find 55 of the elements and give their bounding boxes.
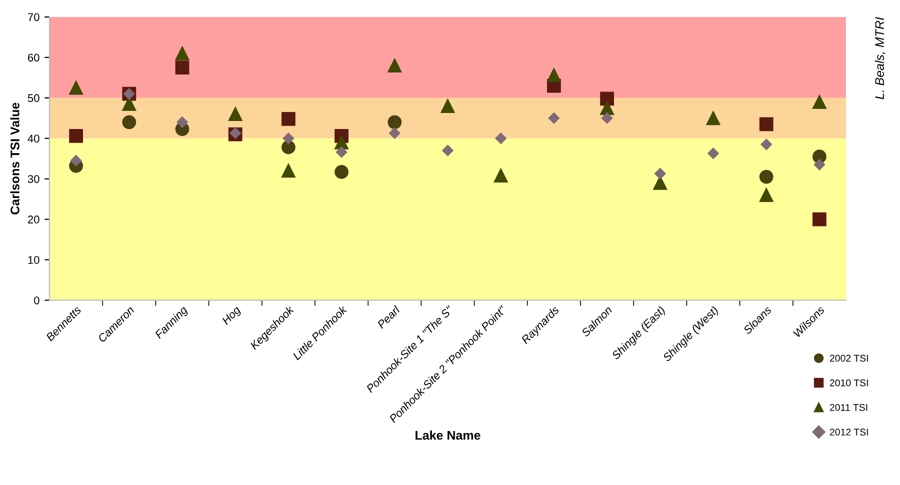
text: L. Beals, MTRI bbox=[874, 17, 886, 100]
point bbox=[175, 46, 190, 60]
point bbox=[548, 112, 560, 124]
point bbox=[282, 132, 294, 144]
point bbox=[759, 117, 774, 132]
point bbox=[122, 115, 136, 130]
point bbox=[175, 60, 190, 74]
point bbox=[812, 212, 826, 226]
point bbox=[440, 99, 455, 113]
y-tick-label: 50 bbox=[28, 94, 40, 102]
point bbox=[70, 155, 82, 166]
point bbox=[601, 112, 613, 124]
point bbox=[706, 111, 720, 126]
point bbox=[600, 92, 614, 106]
point bbox=[282, 164, 296, 178]
point bbox=[176, 116, 188, 128]
y-tick-label: 40 bbox=[28, 134, 40, 142]
point bbox=[494, 168, 508, 183]
point bbox=[708, 148, 719, 159]
point bbox=[389, 128, 400, 139]
y-tick-label: 20 bbox=[28, 216, 40, 224]
point bbox=[282, 140, 296, 154]
point bbox=[759, 188, 774, 202]
point bbox=[228, 107, 242, 122]
point bbox=[282, 112, 296, 126]
y-axis-title: Carlsons TSI Value bbox=[10, 102, 20, 214]
point bbox=[547, 68, 561, 82]
legend-label: 2011 TSI bbox=[830, 404, 868, 411]
point bbox=[388, 58, 402, 72]
point bbox=[760, 138, 772, 150]
point bbox=[812, 95, 826, 109]
y-tick-label: 0 bbox=[34, 296, 40, 304]
y-tick-label: 10 bbox=[28, 256, 40, 264]
legend-label: 2002 TSI bbox=[830, 354, 868, 362]
point bbox=[122, 97, 136, 111]
x-tick-label: Hog bbox=[221, 305, 243, 327]
legend-label: 2012 TSI bbox=[830, 428, 868, 436]
point bbox=[495, 132, 506, 144]
y-tick-label: 70 bbox=[28, 13, 40, 22]
point bbox=[654, 168, 666, 180]
point bbox=[814, 159, 826, 170]
point bbox=[336, 146, 348, 158]
point bbox=[600, 101, 614, 115]
point bbox=[334, 165, 348, 179]
point bbox=[69, 128, 83, 143]
x-axis-title: Lake Name bbox=[416, 430, 480, 440]
legend-label: 2010 TSI bbox=[830, 379, 868, 386]
point bbox=[334, 135, 348, 150]
point bbox=[759, 170, 774, 184]
y-tick-label: 60 bbox=[28, 54, 40, 62]
point bbox=[230, 128, 241, 139]
point bbox=[442, 144, 454, 156]
y-tick-label: 30 bbox=[28, 175, 40, 183]
point bbox=[69, 80, 83, 95]
point bbox=[388, 115, 402, 130]
